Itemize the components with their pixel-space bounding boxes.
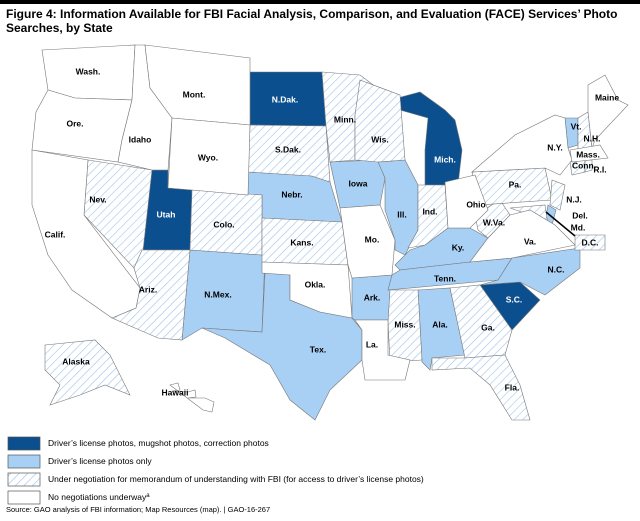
dc-leader [545, 211, 576, 237]
state-shape [587, 74, 629, 149]
state-shape [31, 149, 141, 319]
legend-label: No negotiations underwaya [48, 492, 150, 502]
state-label: Colo. [213, 219, 234, 229]
state-shape [569, 144, 609, 163]
state-shape [549, 179, 566, 211]
state-label: Fla. [505, 382, 520, 392]
state-label: Ga. [481, 322, 495, 332]
state-shape [169, 382, 215, 413]
state-label: N.Dak. [272, 94, 298, 104]
state-label: D.C. [582, 237, 599, 247]
state-label: Hawaii [162, 387, 189, 397]
state-label: Ariz. [139, 284, 157, 294]
state-label: Md. [571, 222, 586, 232]
state-label: Minn. [334, 114, 356, 124]
state-shape [354, 79, 406, 163]
state-label: Kans. [290, 237, 313, 247]
source-note: Source: GAO analysis of FBI information;… [6, 505, 270, 514]
state-label: N.Mex. [204, 289, 231, 299]
note-marker: a [146, 493, 150, 499]
legend: Driver’s license photos, mugshot photos,… [7, 436, 424, 505]
state-label: N.Y. [547, 142, 563, 152]
state-shape [117, 44, 173, 171]
state-label: Nev. [89, 194, 106, 204]
state-label: Tex. [310, 344, 326, 354]
legend-label: Under negotiation for memorandum of unde… [48, 474, 424, 484]
state-shape [449, 284, 513, 359]
state-label: Iowa [349, 178, 368, 188]
state-label: S.C. [506, 294, 523, 304]
state-label: Ill. [397, 209, 406, 219]
state-shape [354, 319, 411, 381]
state-label: Va. [524, 236, 536, 246]
state-label: Mont. [183, 89, 206, 99]
state-label: Nebr. [281, 189, 302, 199]
state-label: Pa. [509, 179, 522, 189]
state-shape [261, 261, 353, 319]
legend-swatch [7, 454, 41, 469]
state-label: Okla. [305, 279, 326, 289]
state-shape [431, 354, 531, 421]
state-label: La. [366, 339, 378, 349]
state-label: Ind. [422, 206, 437, 216]
state-shape [471, 114, 573, 176]
state-shape [339, 204, 396, 279]
state-label: Vt. [571, 121, 582, 131]
state-label: Mass. [576, 149, 600, 159]
legend-text: Driver’s license photos, mugshot photos,… [48, 438, 269, 448]
state-label: N.C. [548, 264, 565, 274]
state-label: Tenn. [434, 273, 456, 283]
top-bar [0, 0, 640, 4]
states [31, 44, 629, 421]
state-label: Conn. [572, 160, 596, 170]
state-shape [167, 117, 251, 196]
state-label: S.Dak. [275, 144, 301, 154]
legend-text: Driver’s license photos only [48, 456, 152, 466]
legend-text: No negotiations underway [48, 492, 147, 502]
state-label: Alaska [62, 356, 90, 366]
state-label: N.J. [566, 194, 582, 204]
state-label: Ark. [364, 292, 381, 302]
state-label: Miss. [394, 319, 415, 329]
legend-label: Driver’s license photos only [48, 456, 152, 466]
state-label: Mo. [365, 234, 380, 244]
figure-title: Figure 4: Information Available for FBI … [6, 7, 618, 35]
state-label: Wyo. [198, 152, 218, 162]
state-label: W.Va. [483, 217, 505, 227]
state-label: Ky. [452, 242, 465, 252]
state-shape [44, 339, 131, 406]
state-label: Ala. [432, 319, 448, 329]
state-label: Calif. [45, 229, 66, 239]
state-shape [479, 247, 581, 296]
state-label: Wis. [371, 134, 388, 144]
legend-label: Driver’s license photos, mugshot photos,… [48, 438, 269, 448]
state-labels: N.Dak. Utah Mich. S.C. Nebr. Iowa Ill. N.Mex. Te… [45, 66, 620, 397]
state-label: Maine [595, 92, 619, 102]
state-label: Mich. [434, 154, 456, 164]
state-shape [469, 209, 576, 263]
state-label: Ohio [466, 199, 485, 209]
state-label: Wash. [76, 66, 101, 76]
state-label: R.I. [593, 164, 606, 174]
legend-swatch [7, 436, 41, 451]
legend-swatch [7, 472, 41, 487]
state-label: Idaho [129, 134, 152, 144]
state-label: N.H. [584, 133, 601, 143]
legend-text: Under negotiation for memorandum of unde… [48, 474, 424, 484]
state-label: Ore. [66, 118, 83, 128]
legend-swatch [7, 490, 41, 505]
state-shape [444, 174, 489, 229]
state-label: Del. [572, 210, 588, 220]
state-shape [377, 159, 419, 256]
state-label: Utah [157, 209, 176, 219]
